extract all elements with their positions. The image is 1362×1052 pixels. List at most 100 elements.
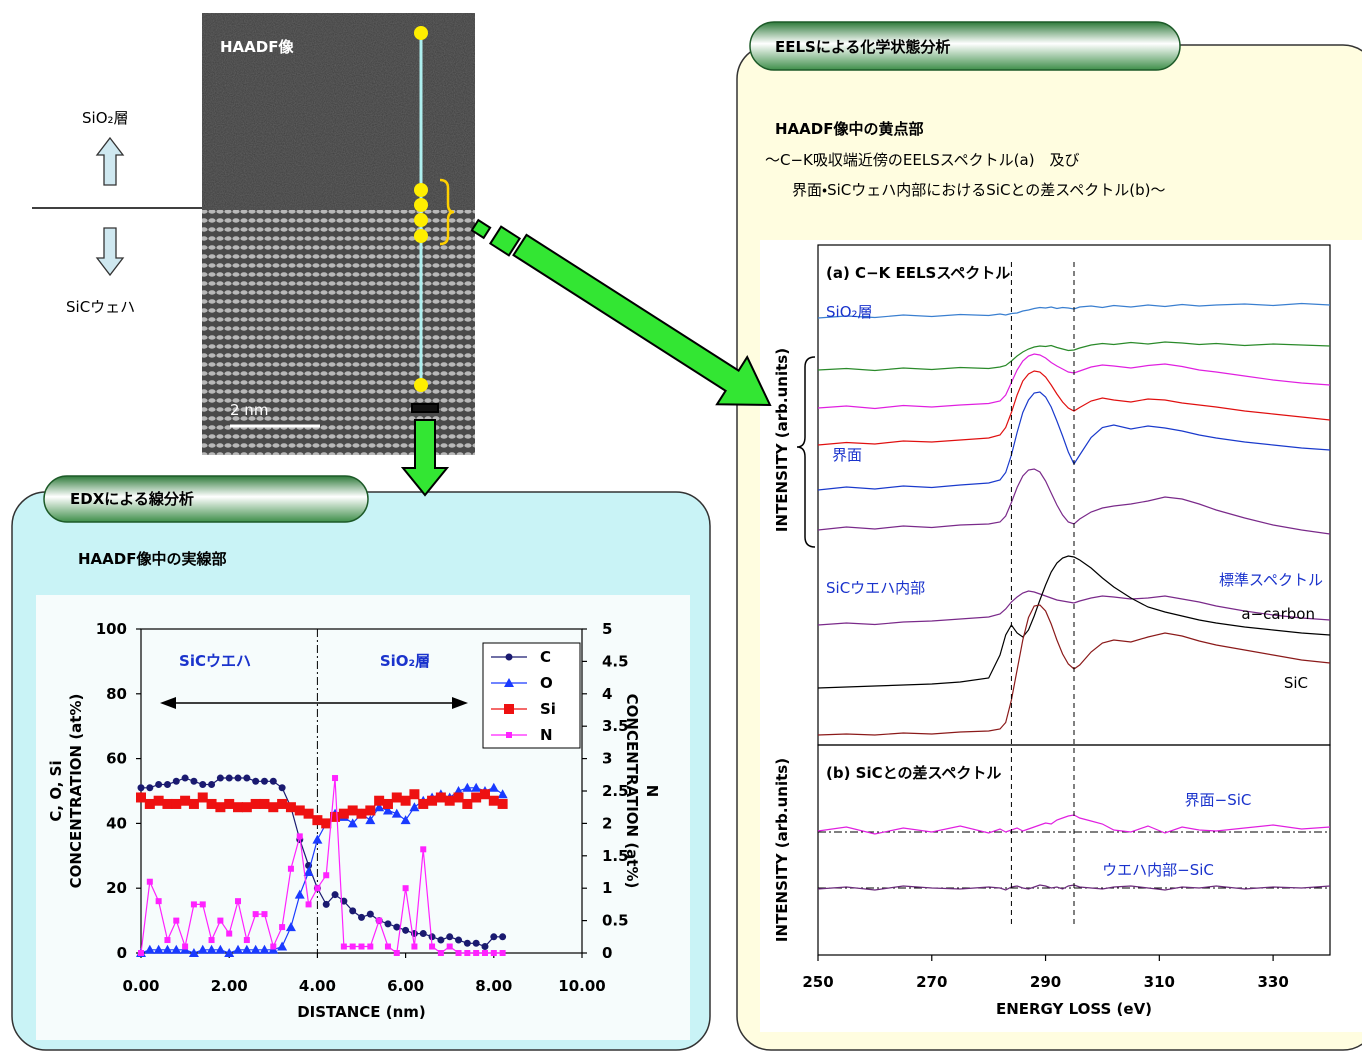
marker — [215, 802, 225, 812]
marker — [500, 950, 506, 956]
marker — [268, 802, 278, 812]
marker — [190, 778, 197, 785]
marker — [270, 944, 276, 950]
point — [414, 183, 428, 197]
marker — [217, 775, 224, 782]
marker — [261, 911, 267, 917]
point — [414, 378, 428, 392]
marker — [349, 907, 356, 914]
marker — [455, 937, 462, 944]
marker — [312, 815, 322, 825]
annotation: ウエハ内部−SiC — [1102, 861, 1214, 879]
legend-label: C — [540, 648, 551, 666]
y-tick-label: 0 — [117, 944, 127, 962]
marker — [506, 654, 513, 661]
marker — [332, 775, 338, 781]
y2-tick-label: 0.5 — [602, 912, 629, 930]
x-tick-label: 0.00 — [122, 977, 159, 995]
marker — [277, 799, 287, 809]
annotation: 界面 — [832, 446, 862, 464]
marker — [323, 901, 330, 908]
marker — [464, 950, 470, 956]
legend-label: O — [540, 674, 553, 692]
marker — [339, 809, 349, 819]
y2-axis-title: CONCENTRATION (at%) — [623, 694, 641, 889]
point — [414, 229, 428, 243]
marker — [374, 796, 384, 806]
marker — [235, 898, 241, 904]
marker — [173, 918, 179, 924]
marker — [429, 944, 435, 950]
marker — [155, 781, 162, 788]
x-tick-label: 2.00 — [211, 977, 248, 995]
marker — [489, 796, 499, 806]
marker — [306, 901, 312, 907]
eels-heading: HAADF像中の黄点部 — [775, 120, 923, 138]
marker — [226, 931, 232, 937]
marker — [446, 933, 453, 940]
point — [414, 213, 428, 227]
y-tick-label: 40 — [106, 814, 127, 832]
marker — [209, 937, 215, 943]
marker — [295, 805, 305, 815]
marker — [138, 784, 145, 791]
marker — [279, 784, 286, 791]
marker — [427, 796, 437, 806]
figure: HAADF像 2 nm SiO₂層 SiCウェハ EELSによる化学状態分析 H… — [0, 0, 1362, 1052]
marker — [270, 778, 277, 785]
y2-tick-label: 1 — [602, 879, 612, 897]
x-tick-label: 6.00 — [387, 977, 424, 995]
point — [414, 26, 428, 40]
marker — [156, 898, 162, 904]
marker — [191, 901, 197, 907]
panel-title: (b) SiCとの差スペクトル — [826, 764, 1001, 782]
y-tick-label: 100 — [96, 620, 127, 638]
x-tick-label: 10.00 — [558, 977, 605, 995]
legend — [483, 643, 580, 748]
marker — [314, 885, 320, 891]
x-axis-title: ENERGY LOSS (eV) — [996, 1000, 1152, 1018]
marker — [350, 944, 356, 950]
marker — [358, 914, 365, 921]
marker — [173, 778, 180, 785]
marker — [384, 920, 391, 927]
marker — [224, 799, 234, 809]
scale-label: 2 nm — [230, 401, 268, 419]
marker — [365, 805, 375, 815]
marker — [164, 781, 171, 788]
x-tick-label: 8.00 — [475, 977, 512, 995]
annotation: 標準スペクトル — [1219, 571, 1323, 589]
marker — [251, 799, 261, 809]
y2-axis-title: N — [643, 785, 661, 798]
marker — [162, 799, 172, 809]
marker — [418, 799, 428, 809]
marker — [420, 846, 426, 852]
annotation: a−carbon — [1241, 605, 1315, 623]
y2-tick-label: 4 — [602, 685, 612, 703]
x-tick-label: 250 — [802, 973, 833, 991]
haadf-image: HAADF像 2 nm — [202, 13, 475, 455]
marker — [376, 918, 382, 924]
marker — [464, 940, 471, 947]
x-tick-label: 270 — [916, 973, 947, 991]
marker — [171, 799, 181, 809]
eels-line: 界面・SiCウェハ内部におけるSiCとの差スペクトル(b)〜 — [792, 181, 1165, 199]
up-arrow — [97, 138, 123, 185]
marker — [409, 789, 419, 799]
marker — [242, 802, 252, 812]
marker — [499, 933, 506, 940]
panel-title: (a) C−K EELSスペクトル — [826, 264, 1010, 282]
y-tick-label: 60 — [106, 750, 127, 768]
marker — [304, 809, 314, 819]
marker — [402, 927, 409, 934]
marker — [471, 792, 481, 802]
x-tick-label: 310 — [1144, 973, 1175, 991]
y2-tick-label: 4.5 — [602, 652, 629, 670]
marker — [348, 805, 358, 815]
marker — [454, 792, 464, 802]
marker — [321, 818, 331, 828]
point — [414, 198, 428, 212]
y-tick-label: 80 — [106, 685, 127, 703]
marker — [480, 789, 490, 799]
y2-tick-label: 5 — [602, 620, 612, 638]
